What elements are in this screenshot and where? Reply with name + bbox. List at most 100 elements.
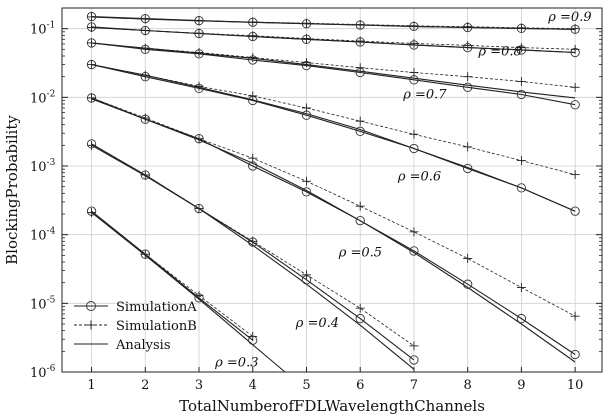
- simulation-b-point: [355, 116, 365, 126]
- x-tick-label: 10: [567, 378, 584, 393]
- rho-label: ρ =0.3: [214, 356, 258, 371]
- y-tick-label: 10-2: [30, 89, 55, 106]
- plot-frame: [61, 7, 603, 373]
- simulation-b-point: [409, 341, 419, 351]
- simulation-b-line: [91, 64, 576, 175]
- rho-label: ρ =0.9: [547, 10, 591, 25]
- x-tick-label: 3: [195, 378, 203, 393]
- x-tick-label: 9: [517, 378, 525, 393]
- simulation-b-point: [140, 249, 150, 259]
- simulation-b-line: [91, 212, 253, 337]
- simulation-b-point: [248, 236, 258, 246]
- legend: SimulationA SimulationB Analysis: [74, 300, 197, 353]
- simulation-a-point: [516, 313, 527, 324]
- simulation-b-point: [570, 24, 580, 34]
- simulation-a-point: [355, 313, 365, 324]
- rho-labels: ρ =0.9 ρ =0.8 ρ =0.7 ρ =0.6 ρ =0.5 ρ =0.4 ρ =0…: [214, 10, 591, 371]
- simulation-b-point: [463, 40, 473, 50]
- simulation-b-point: [194, 291, 204, 301]
- simulation-b-line: [91, 97, 576, 317]
- y-tick-label: 10-5: [30, 295, 56, 312]
- simulation-b-point: [140, 170, 150, 180]
- simulation-b-point: [570, 82, 580, 92]
- simulation-b-point: [140, 70, 150, 80]
- simulation-b-point: [87, 38, 97, 48]
- simulation-b-point: [301, 270, 311, 280]
- legend-label: Analysis: [115, 338, 171, 353]
- y-tick-label: 10-6: [30, 364, 56, 381]
- simulation-b-point: [463, 72, 473, 82]
- rho-label: ρ =0.5: [338, 246, 382, 261]
- simulation-a-point: [409, 355, 419, 365]
- simulation-b-point: [248, 91, 258, 101]
- simulation-b-point: [87, 60, 97, 70]
- simulation-b-point: [248, 331, 258, 341]
- simulation-a-point: [570, 100, 580, 110]
- rho-label: ρ =0.6: [397, 169, 441, 184]
- simulation-b-point: [194, 204, 204, 214]
- simulation-b-point: [87, 12, 97, 22]
- simulation-b-point: [194, 16, 204, 26]
- simulation-a-line: [91, 42, 576, 106]
- rho-label: ρ =0.7: [402, 88, 447, 103]
- simulation-b-point: [301, 176, 311, 186]
- simulation-b-point: [87, 140, 97, 150]
- x-tick-label: 4: [249, 378, 257, 393]
- legend-label: SimulationA: [116, 300, 197, 315]
- simulation-b-point: [409, 129, 419, 139]
- simulation-b-line: [91, 42, 576, 88]
- x-tick-label: 6: [356, 378, 364, 393]
- simulation-b-point: [140, 43, 150, 53]
- simulation-b-point: [355, 201, 365, 211]
- simulation-b-point: [87, 23, 97, 33]
- simulation-b-point: [87, 93, 97, 103]
- simulation-a-line: [91, 210, 254, 341]
- simulation-b-point: [301, 18, 311, 28]
- simulation-a-point: [463, 163, 473, 174]
- simulation-b-point: [301, 58, 311, 68]
- analysis-line: [91, 98, 576, 363]
- simulation-b-point: [355, 36, 365, 46]
- simulation-b-point: [463, 22, 473, 32]
- simulation-b-point: [140, 14, 150, 24]
- simulation-b-point: [248, 17, 258, 27]
- simulation-b-point: [248, 153, 258, 163]
- simulation-b-point: [301, 33, 311, 43]
- y-tick-label: 10-1: [30, 21, 55, 38]
- simulation-b-point: [140, 113, 150, 123]
- simulation-a-line: [91, 64, 576, 212]
- simulation-b-line: [91, 16, 576, 30]
- x-tick-label: 5: [302, 378, 310, 393]
- simulation-b-point: [516, 43, 526, 53]
- simulation-b-point: [516, 23, 526, 33]
- simulation-b-point: [570, 311, 580, 321]
- simulation-a-point: [570, 349, 580, 360]
- x-tick-label: 2: [141, 378, 149, 393]
- simulation-b-point: [194, 28, 204, 38]
- simulation-b-point: [355, 20, 365, 30]
- simulation-b-point: [570, 170, 580, 180]
- x-tick-label: 1: [87, 378, 95, 393]
- simulation-b-point: [87, 208, 97, 218]
- simulation-b-point: [248, 31, 258, 41]
- y-tick-label: 10-4: [30, 227, 56, 244]
- simulation-b-point: [409, 67, 419, 77]
- simulation-a-point: [570, 206, 580, 216]
- simulation-b-point: [570, 44, 580, 54]
- rho-label: ρ =0.8: [477, 44, 521, 59]
- simulation-b-point: [409, 38, 419, 48]
- rho-label: ρ =0.4: [295, 316, 339, 331]
- simulation-a-point: [409, 246, 419, 256]
- y-axis-title: BlockingProbability: [3, 115, 21, 265]
- x-tick-label: 8: [464, 378, 472, 393]
- simulation-a-point: [355, 216, 365, 226]
- simulation-a-point: [516, 89, 527, 100]
- y-axis-ticks: 10-6 10-5 10-4 10-3 10-2 10-1: [30, 7, 602, 381]
- simulation-b-point: [463, 253, 473, 263]
- simulation-a-point: [463, 82, 473, 92]
- simulation-b-point: [463, 142, 473, 152]
- simulation-b-point: [409, 227, 419, 237]
- analysis-line: [91, 64, 576, 212]
- x-axis-ticks: 1 2 3 4 5 6 7 8 9 10: [87, 367, 583, 393]
